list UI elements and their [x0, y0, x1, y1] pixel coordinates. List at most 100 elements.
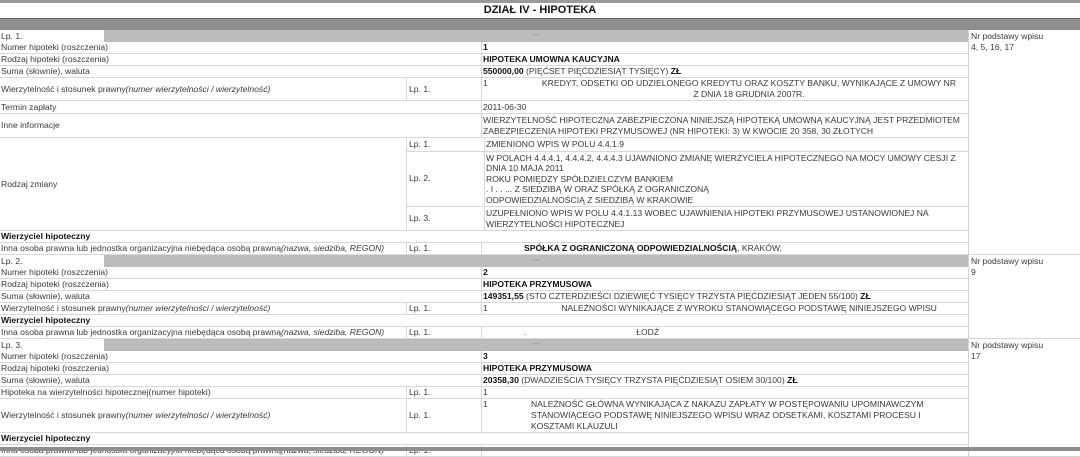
field-label: Rodzaj hipoteki (roszczenia) — [0, 279, 482, 290]
creditor-name: SPÓŁKA Z OGRANICZONĄ ODPOWIEDZIALNOŚCIĄ — [524, 243, 738, 253]
top-border — [0, 0, 1080, 3]
changes-list: Lp. 1. ZMIENIONO WPIS W POLU 4.4.1.9 Lp. 2… — [407, 138, 968, 230]
field-label: Wierzytelność i stosunek prawny (numer w… — [0, 303, 407, 314]
field-value-text: 2011-06-30 — [483, 102, 527, 112]
claim-lp: Lp. 1. — [407, 303, 482, 314]
amount-words: (PIĘĆSET PIĘĆDZIESIĄT TYSIĘCY) — [523, 66, 671, 76]
field-label-text: Wierzytelność i stosunek prawny — [1, 410, 126, 420]
field-label-hint: (numer wierzytelności / wierzytelność) — [125, 303, 271, 313]
field-label: Wierzyciel hipoteczny — [0, 231, 968, 242]
change-text: UZUPEŁNIONO WPIS W POLU 4.4.1.13 WOBEC U… — [486, 208, 929, 229]
creditor-lp: Lp. 1. — [407, 243, 482, 254]
field-label: Inna osoba prawna lub jednostka organiza… — [0, 243, 407, 254]
bottom-border — [0, 447, 1080, 451]
claim-pair: 1 — [483, 387, 967, 398]
field-value: 2 — [482, 267, 968, 278]
field-label-text: Suma (słownie), waluta — [1, 375, 90, 385]
field-row: Termin zapłaty 2011-06-30 — [0, 101, 968, 114]
claim-value: 1 NALEŻNOŚĆ GŁÓWNA WYNIKAJĄCA Z NAKAZU ZA… — [482, 399, 968, 432]
field-label: Wierzytelność i stosunek prawny (numer w… — [0, 78, 407, 100]
field-label-text: Inne informacje — [1, 120, 60, 130]
field-row: Numer hipoteki (roszczenia) 3 — [0, 351, 968, 363]
field-label-text: Inna osoba prawna lub jednostka organiza… — [1, 243, 281, 253]
field-label-hint: (numer wierzytelności / wierzytelność) — [125, 410, 271, 420]
change-item: Lp. 3. UZUPEŁNIONO WPIS W POLU 4.4.1.13 W… — [407, 207, 968, 230]
currency: ZŁ — [860, 291, 871, 301]
field-label-text: Numer hipoteki (roszczenia) — [1, 351, 108, 361]
field-label-hint: (numer wierzytelności / wierzytelność) — [125, 83, 271, 94]
field-value: 1 — [482, 42, 968, 53]
claim-text — [531, 387, 967, 398]
change-lp: Lp. 1. — [407, 138, 485, 151]
entry-number: Lp. 2. — [0, 255, 104, 267]
claim-lp: Lp. 1. — [407, 387, 482, 398]
field-value-bold: 1 — [483, 42, 488, 52]
field-value: WIERZYTELNOŚĆ HIPOTECZNA ZABEZPIECZONA N… — [482, 114, 968, 137]
creditor-details: . ŁODŹ — [524, 327, 660, 337]
basis-value: 17 — [971, 351, 981, 361]
field-label-text: Wierzytelność i stosunek prawny — [1, 303, 126, 313]
claim-lp: Lp. 1. — [407, 78, 482, 100]
field-row: Wierzyciel hipoteczny — [0, 433, 968, 445]
field-label-text: Inna osoba prawna lub jednostka organiza… — [1, 327, 281, 337]
change-lp: Lp. 2. — [407, 151, 485, 206]
amount-words: (DWADZIEŚCIA TYSIĘCY TRZYSTA PIĘĆDZIESIĄ… — [518, 375, 788, 385]
field-row: Inne informacje WIERZYTELNOŚĆ HIPOTECZNA … — [0, 114, 968, 138]
entry-fields: Lp. 3. --- Numer hipoteki (roszczenia) 3 Rod… — [0, 339, 968, 457]
claim-number: 1 — [483, 387, 488, 397]
field-label: Inna osoba prawna lub jednostka organiza… — [0, 327, 407, 338]
field-label: Inne informacje — [0, 114, 482, 137]
claim-pair: 1 NALEŻNOŚĆ GŁÓWNA WYNIKAJĄCA Z NAKAZU ZA… — [483, 399, 967, 432]
entry-header: Lp. 1. --- — [0, 30, 968, 42]
entry-separator: --- — [104, 30, 968, 42]
creditor-lp: Lp. 1. — [407, 327, 482, 338]
field-label: Suma (słownie), waluta — [0, 375, 482, 386]
field-label: Rodzaj hipoteki (roszczenia) — [0, 363, 482, 374]
field-row: Wierzyciel hipoteczny — [0, 231, 968, 243]
mortgage-entry: Lp. 3. --- Numer hipoteki (roszczenia) 3 Rod… — [0, 339, 1080, 457]
field-label: Wierzyciel hipoteczny — [0, 433, 968, 444]
field-row: Rodzaj zmiany Lp. 1. ZMIENIONO WPIS W POLU… — [0, 138, 968, 231]
field-row: Wierzyciel hipoteczny — [0, 315, 968, 327]
field-label-text: Numer hipoteki (roszczenia) — [1, 42, 108, 52]
field-label-text: Suma (słownie), waluta — [1, 66, 90, 76]
field-row: Numer hipoteki (roszczenia) 1 — [0, 42, 968, 54]
field-label-text: Suma (słownie), waluta — [1, 291, 90, 301]
field-row: Suma (słownie), waluta 550000,00 (PIĘĆSET… — [0, 66, 968, 78]
field-label: Hipoteka na wierzytelności hipotecznej(n… — [0, 387, 407, 398]
field-value-bold: HIPOTEKA PRZYMUSOWA — [483, 363, 593, 373]
change-item: Lp. 1. ZMIENIONO WPIS W POLU 4.4.1.9 — [407, 138, 968, 152]
field-row: Rodzaj hipoteki (roszczenia) HIPOTEKA PRZ… — [0, 363, 968, 375]
field-row: Wierzytelność i stosunek prawny (numer w… — [0, 303, 968, 315]
creditor-details: , KRAKÓW, — [737, 243, 782, 253]
amount: 20358,30 — [483, 375, 519, 385]
field-row: Inna osoba prawna lub jednostka organiza… — [0, 327, 968, 339]
field-row: Rodzaj hipoteki (roszczenia) HIPOTEKA UMO… — [0, 54, 968, 66]
basis-label: Nr podstawy wpisu — [971, 340, 1044, 350]
entry-basis: Nr podstawy wpisu 17 — [968, 339, 1080, 457]
claim-text: NALEŻNOŚĆ GŁÓWNA WYNIKAJĄCA Z NAKAZU ZAP… — [531, 399, 924, 431]
field-value: 550000,00 (PIĘĆSET PIĘĆDZIESIĄT TYSIĘCY)… — [482, 66, 968, 77]
field-label-hint: (nazwa, siedziba, REGON) — [280, 243, 385, 253]
page-title: DZIAŁ IV - HIPOTEKA — [0, 3, 1080, 19]
field-label: Numer hipoteki (roszczenia) — [0, 351, 482, 362]
mortgage-sections: Lp. 1. --- Numer hipoteki (roszczenia) 1 Rod… — [0, 30, 1080, 457]
field-label-text: Numer hipoteki (roszczenia) — [1, 267, 108, 277]
field-value-bold: HIPOTEKA UMOWNA KAUCYJNA — [483, 54, 620, 64]
claim-text: KREDYT, ODSETKI OD UDZIELONEGO KREDYTU O… — [541, 78, 957, 99]
change-text: W POLACH 4.4.4.1, 4.4.4.2, 4.4.4.3 UJAWN… — [486, 152, 956, 205]
field-label-text: Rodzaj hipoteki (roszczenia) — [1, 54, 109, 64]
field-label-text: Wierzyciel hipoteczny — [1, 231, 91, 241]
entry-number: Lp. 3. — [0, 339, 104, 351]
amount: 149351,55 — [483, 291, 524, 301]
field-label-text: Rodzaj zmiany — [1, 178, 58, 189]
entry-basis: Nr podstawy wpisu 9 — [968, 255, 1080, 339]
entry-fields: Lp. 2. --- Numer hipoteki (roszczenia) 2 Rod… — [0, 255, 968, 339]
basis-label: Nr podstawy wpisu — [971, 31, 1044, 41]
claim-number: 1 — [483, 303, 488, 313]
field-row: Wierzytelność i stosunek prawny (numer w… — [0, 399, 968, 433]
field-label: Suma (słownie), waluta — [0, 66, 482, 77]
field-row: Numer hipoteki (roszczenia) 2 — [0, 267, 968, 279]
field-label-text: Termin zapłaty — [1, 101, 57, 112]
field-label: Rodzaj hipoteki (roszczenia) — [0, 54, 482, 65]
